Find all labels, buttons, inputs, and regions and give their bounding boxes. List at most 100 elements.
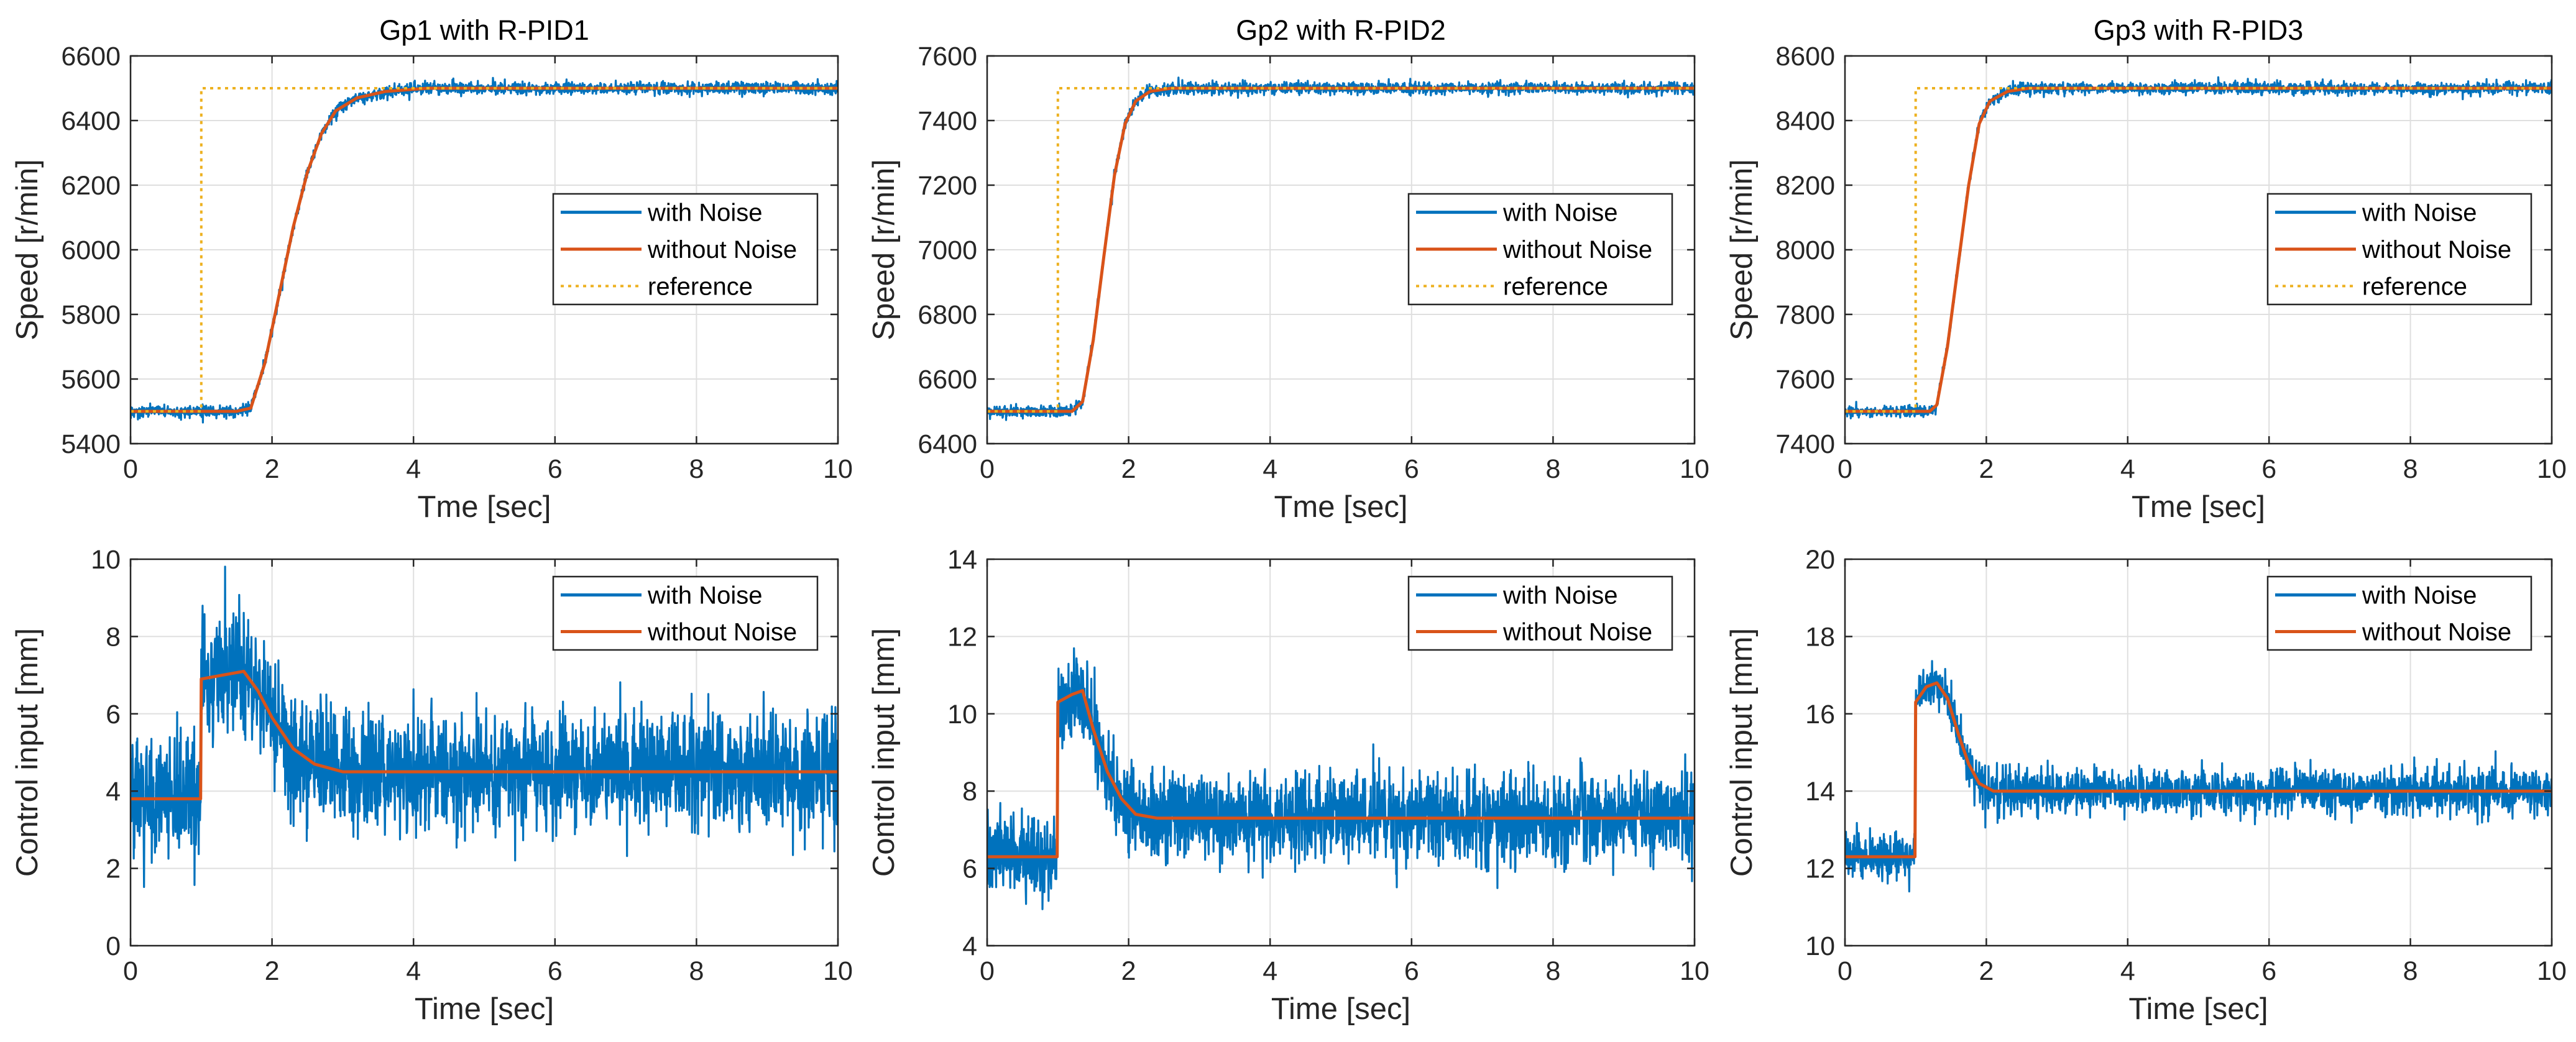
x-tick-label: 6 [548,956,563,986]
legend-entry-label: with Noise [2362,199,2477,227]
y-tick-label: 18 [1805,622,1835,652]
y-tick-label: 14 [947,545,977,575]
x-tick-label: 2 [1979,956,1994,986]
series-line-without-noise [131,669,838,801]
y-tick-label: 10 [947,700,977,729]
y-tick-label: 7200 [918,171,977,201]
series-line-reference [1845,87,2552,413]
y-tick-label: 7000 [918,235,977,265]
y-tick-label: 4 [962,931,977,961]
y-tick-label: 8400 [1775,106,1835,136]
x-tick-label: 4 [2120,956,2135,986]
x-tick-label: 4 [406,956,421,986]
panel-6: 0 2 4 6 8 10 10 12 14 16 18 20 Time [sec] Control inp… [1725,545,2567,1026]
y-tick-label: 8 [962,777,977,807]
x-tick-label: 6 [2261,454,2276,484]
y-tick-label: 5800 [61,300,121,330]
y-tick-label: 8200 [1775,171,1835,201]
series-line-with-noise [987,647,1695,910]
y-tick-label: 5600 [61,365,121,395]
y-tick-label: 6400 [918,429,977,459]
y-tick-label: 5400 [61,429,121,459]
series-group [1845,76,2552,419]
x-tick-label: 8 [1545,454,1560,484]
x-tick-label: 8 [689,454,704,484]
legend-entry-label: without Noise [2362,619,2511,646]
legend: with Noise without Noise reference [1407,193,1673,306]
x-tick-label: 0 [980,454,995,484]
legend: with Noise without Noise [1407,575,1673,651]
x-tick-label: 2 [1121,454,1136,484]
y-tick-label: 6 [106,700,121,729]
legend-entry-label: without Noise [647,619,797,646]
series-group [1845,660,2552,893]
chart-title: Gp1 with R-PID1 [379,14,589,46]
y-tick-label: 6600 [61,42,121,71]
y-tick-label: 12 [947,622,977,652]
legend-entry-label: with Noise [647,582,763,610]
x-tick-label: 4 [1263,956,1277,986]
x-tick-label: 6 [548,454,563,484]
x-tick-label: 6 [1404,956,1419,986]
series-group [131,565,838,889]
x-tick-label: 4 [406,454,421,484]
x-tick-label: 2 [265,454,280,484]
x-tick-label: 6 [1404,454,1419,484]
x-tick-label: 0 [1838,454,1852,484]
series-group [131,76,838,424]
legend: with Noise without Noise reference [2266,193,2532,306]
x-axis-label: Tme [sec] [417,490,551,524]
x-tick-label: 10 [2537,454,2567,484]
y-tick-label: 4 [106,777,121,807]
x-axis-label: Time [sec] [2128,992,2268,1026]
y-tick-label: 14 [1805,777,1835,807]
y-tick-label: 6000 [61,235,121,265]
y-tick-label: 12 [1805,854,1835,884]
y-axis-label: Control input [mm] [1725,628,1759,877]
y-tick-label: 7600 [1775,365,1835,395]
y-axis-label: Control input [mm] [867,628,901,877]
x-tick-label: 4 [1263,454,1277,484]
y-tick-label: 7400 [1775,429,1835,459]
axes-frame [129,558,839,947]
legend-entry-label: with Noise [1502,199,1618,227]
x-axis-label: Time [sec] [1271,992,1410,1026]
legend-entry-label: with Noise [2362,582,2477,610]
legend: with Noise without Noise [2266,575,2532,651]
series-line-reference [987,87,1695,413]
panel-2: 0 2 4 6 8 10 6400 6600 6800 7000 7200 7400 7600 Gp2 w… [867,14,1709,524]
series-line-without-noise [987,689,1695,859]
y-tick-label: 7800 [1775,300,1835,330]
y-axis-label: Speed [r/min] [867,159,901,340]
legend-entry-label: without Noise [647,236,797,263]
x-tick-label: 2 [265,956,280,986]
legend-box [1407,575,1673,651]
y-tick-label: 8 [106,622,121,652]
series-group [987,76,1695,421]
x-tick-label: 10 [1680,454,1709,484]
x-tick-label: 6 [2261,956,2276,986]
y-tick-label: 6600 [918,365,977,395]
legend-entry-label: reference [1503,273,1608,300]
series-line-without-noise [987,86,1695,413]
x-axis-label: Time [sec] [415,992,554,1026]
series-line-without-noise [1845,681,2552,859]
panel-4: 0 2 4 6 8 10 0 2 4 6 8 10 Time [sec] Control input [m… [11,545,853,1026]
legend: with Noise without Noise reference [552,193,819,306]
axes-frame [1844,558,2553,947]
x-tick-label: 8 [1545,956,1560,986]
panel-1: 0 2 4 6 8 10 5400 5600 5800 6000 6200 6400 6600 Gp1 w… [11,14,853,524]
legend: with Noise without Noise [552,575,819,651]
legend-entry-label: without Noise [1502,236,1652,263]
x-tick-label: 2 [1979,454,1994,484]
x-axis-label: Tme [sec] [1274,490,1407,524]
x-tick-label: 0 [980,956,995,986]
y-tick-label: 0 [106,931,121,961]
y-tick-label: 7400 [918,106,977,136]
series-line-without-noise [1845,86,2552,413]
y-tick-label: 16 [1805,700,1835,729]
legend-entry-label: reference [648,273,753,300]
series-line-without-noise [131,86,838,413]
y-tick-label: 2 [106,854,121,884]
